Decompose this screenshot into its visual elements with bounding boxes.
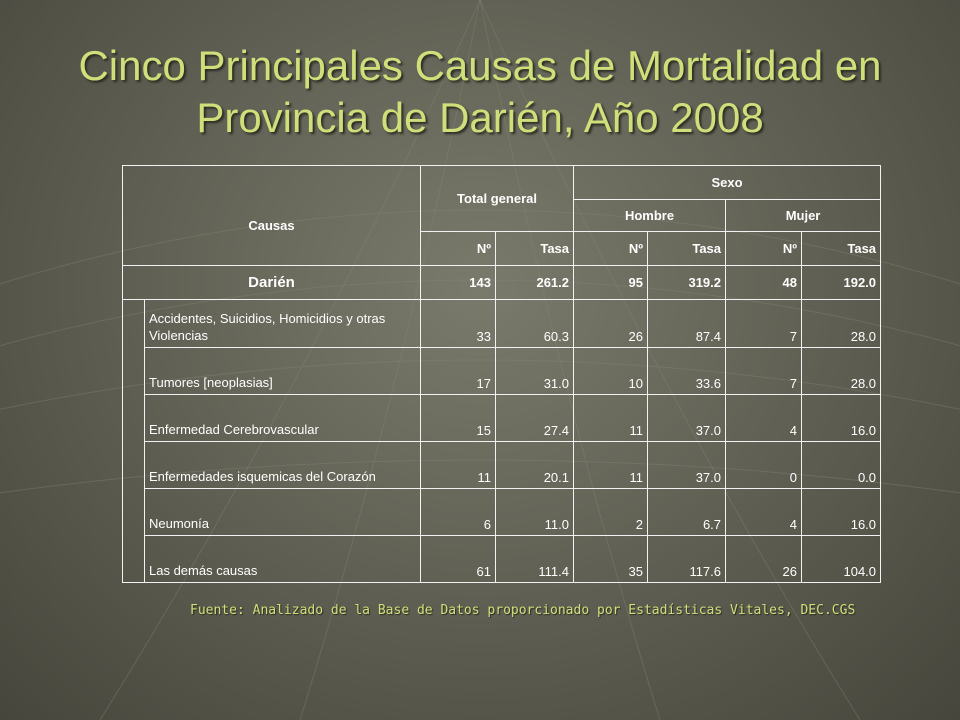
- mujer-n-cell: 0: [725, 441, 803, 489]
- hombre-tasa-cell: 117.6: [647, 535, 727, 583]
- hombre-tasa-cell: 37.0: [647, 441, 727, 489]
- table-row: Accidentes, Suicidios, Homicidios y otra…: [122, 299, 882, 583]
- indent-cell: [122, 299, 145, 583]
- total-n-cell: 17: [420, 347, 496, 395]
- total-tasa-cell: 20.1: [494, 441, 575, 489]
- cause-label: Tumores [neoplasias]: [144, 347, 421, 395]
- header-total-general: Total general: [419, 165, 575, 232]
- total-n-cell: 6: [420, 488, 496, 536]
- header-total-tasa: Tasa: [494, 231, 575, 266]
- hombre-tasa-cell: 87.4: [647, 299, 727, 348]
- total-tasa-cell: 31.0: [494, 347, 575, 395]
- cause-label: Enfermedad Cerebrovascular: [144, 394, 421, 442]
- total-n-cell: 33: [420, 299, 496, 348]
- header-hombre: Hombre: [573, 199, 727, 232]
- hombre-n-cell: 35: [573, 535, 649, 583]
- total-row-label: Darién: [122, 265, 421, 300]
- total-row-hombre-tasa: 319.2: [647, 265, 727, 300]
- mujer-tasa-cell: 28.0: [801, 299, 882, 348]
- title-line-1: Cinco Principales Causas de Mortalidad e…: [78, 42, 882, 89]
- total-row-mujer-n: 48: [725, 265, 803, 300]
- title-line-2: Provincia de Darién, Año 2008: [196, 94, 764, 141]
- hombre-n-cell: 2: [573, 488, 649, 536]
- mujer-tasa-cell: 0.0: [801, 441, 882, 489]
- total-row-total-n: 143: [420, 265, 496, 300]
- mujer-tasa-cell: 16.0: [801, 488, 882, 536]
- total-n-cell: 11: [420, 441, 496, 489]
- total-n-cell: 15: [420, 394, 496, 442]
- hombre-n-cell: 26: [573, 299, 649, 348]
- header-mujer-n: Nº: [725, 231, 803, 266]
- hombre-n-cell: 11: [573, 441, 649, 489]
- header-hombre-n: Nº: [573, 231, 649, 266]
- hombre-n-cell: 11: [573, 394, 649, 442]
- source-note: Fuente: Analizado de la Base de Datos pr…: [190, 603, 856, 618]
- cause-label: Accidentes, Suicidios, Homicidios y otra…: [144, 299, 421, 348]
- total-row-hombre-n: 95: [573, 265, 649, 300]
- total-tasa-cell: 111.4: [494, 535, 575, 583]
- mujer-tasa-cell: 16.0: [801, 394, 882, 442]
- header-hombre-tasa: Tasa: [647, 231, 727, 266]
- hombre-n-cell: 10: [573, 347, 649, 395]
- hombre-tasa-cell: 33.6: [647, 347, 727, 395]
- header-total-n: Nº: [420, 231, 496, 266]
- header-sexo: Sexo: [573, 165, 882, 200]
- mujer-n-cell: 7: [725, 299, 803, 348]
- total-row-mujer-tasa: 192.0: [801, 265, 882, 300]
- hombre-tasa-cell: 6.7: [647, 488, 727, 536]
- total-tasa-cell: 60.3: [494, 299, 575, 348]
- mujer-n-cell: 4: [725, 394, 803, 442]
- cause-label: Las demás causas: [144, 535, 421, 583]
- slide-title: Cinco Principales Causas de Mortalidad e…: [40, 40, 920, 144]
- header-mujer-tasa: Tasa: [801, 231, 882, 266]
- header-mujer: Mujer: [725, 199, 882, 232]
- table-row: Tumores [neoplasias] 17 31.0 10 33.6 7 2…: [123, 347, 882, 395]
- table-row: Enfermedad Cerebrovascular 15 27.4 11 37…: [123, 394, 882, 442]
- total-tasa-cell: 27.4: [494, 394, 575, 442]
- hombre-tasa-cell: 37.0: [647, 394, 727, 442]
- mujer-tasa-cell: 28.0: [801, 347, 882, 395]
- table-row: Las demás causas 61 111.4 35 117.6 26 10…: [123, 535, 882, 583]
- cause-label: Enfermedades isquemicas del Corazón: [144, 441, 421, 489]
- total-tasa-cell: 11.0: [494, 488, 575, 536]
- table-row: Neumonía 6 11.0 2 6.7 4 16.0: [123, 488, 882, 536]
- table-row: Enfermedades isquemicas del Corazón 11 2…: [123, 441, 882, 489]
- mujer-tasa-cell: 104.0: [801, 535, 882, 583]
- cause-label: Neumonía: [144, 488, 421, 536]
- mujer-n-cell: 7: [725, 347, 803, 395]
- mujer-n-cell: 4: [725, 488, 803, 536]
- total-row-total-tasa: 261.2: [494, 265, 575, 300]
- mujer-n-cell: 26: [725, 535, 803, 583]
- header-causas: Causas: [122, 165, 421, 266]
- total-n-cell: 61: [420, 535, 496, 583]
- total-row: Darién 143 261.2 95 319.2 48 192.0: [122, 265, 882, 300]
- mortality-table: Causas Total general Sexo Hombre Mujer N…: [122, 165, 882, 583]
